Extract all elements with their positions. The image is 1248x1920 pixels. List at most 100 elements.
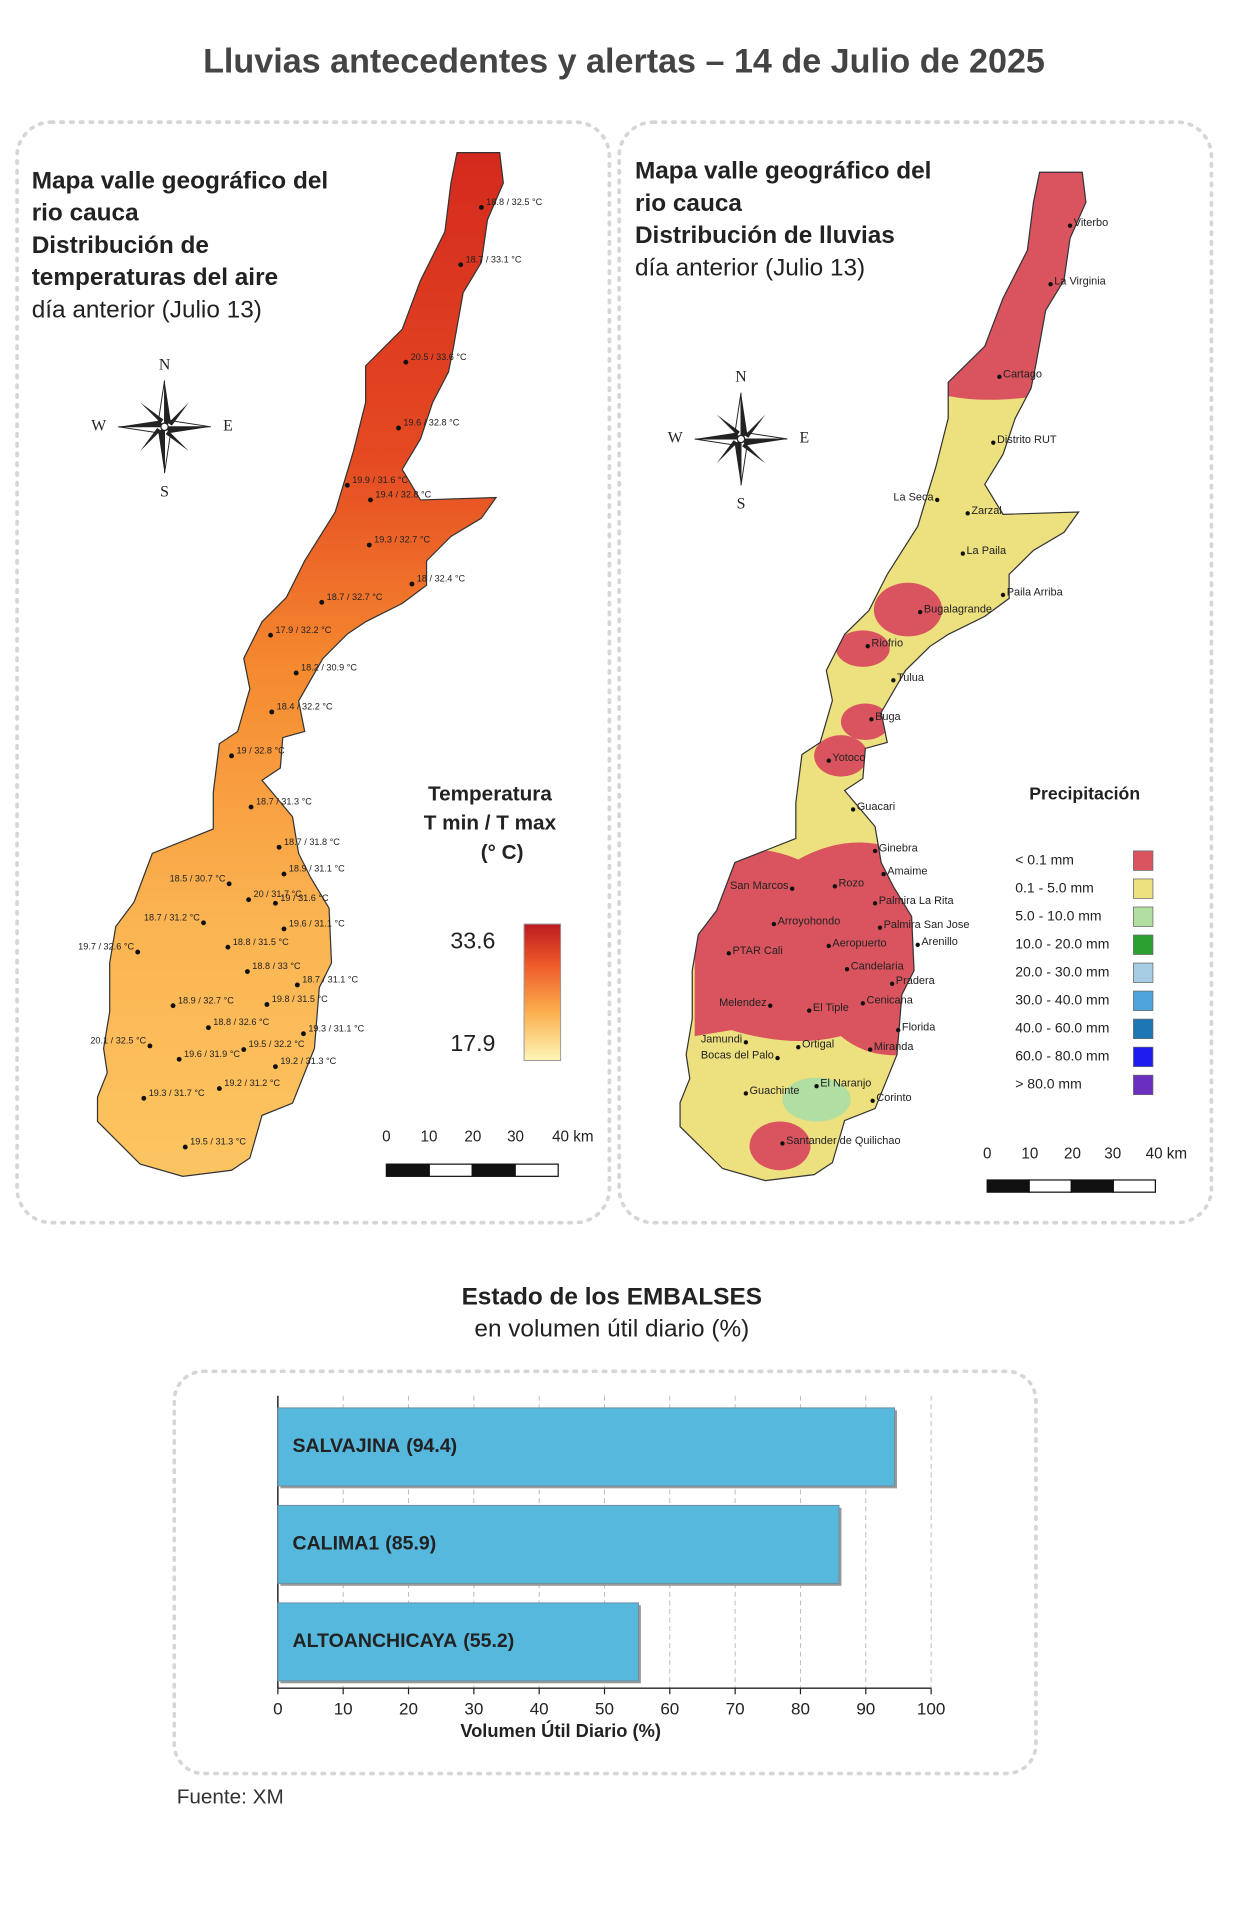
scale-segment bbox=[385, 1163, 430, 1177]
station-dot bbox=[368, 497, 373, 503]
station-label: Guacari bbox=[857, 801, 895, 813]
map-title-line: rio cauca bbox=[32, 200, 139, 227]
station-label: 19.6 / 31.1 °C bbox=[289, 918, 345, 928]
scale-segment bbox=[1070, 1179, 1114, 1193]
station-label: 19 / 31.6 °C bbox=[280, 893, 329, 903]
station-label: 18.5 / 30.7 °C bbox=[170, 873, 226, 883]
station-dot bbox=[201, 920, 206, 926]
scale-segment bbox=[428, 1163, 473, 1177]
scale-segment bbox=[1112, 1179, 1156, 1193]
station-label: 18.9 / 32.7 °C bbox=[178, 995, 234, 1005]
station-dot bbox=[1067, 223, 1073, 228]
scale-label: 40 km bbox=[1146, 1145, 1187, 1162]
station-dot bbox=[403, 359, 409, 365]
station-dot bbox=[170, 1003, 176, 1009]
station-label: 18.2 / 30.9 °C bbox=[301, 663, 357, 673]
station-label: Candelaria bbox=[851, 961, 905, 973]
scale-label: 10 bbox=[1021, 1145, 1038, 1162]
x-tick-label: 20 bbox=[399, 1700, 418, 1719]
station-dot bbox=[248, 804, 254, 810]
station-dot bbox=[319, 599, 325, 605]
legend-label: 5.0 - 10.0 mm bbox=[1015, 907, 1101, 923]
map-title-line: Distribución de bbox=[32, 232, 209, 259]
station-label: Melendez bbox=[719, 997, 767, 1009]
station-dot bbox=[458, 262, 464, 268]
scale-label: 30 bbox=[507, 1128, 524, 1145]
station-dot bbox=[775, 1055, 780, 1061]
legend-title: Temperatura bbox=[428, 782, 552, 805]
station-dot bbox=[244, 969, 250, 975]
station-dot bbox=[276, 844, 282, 850]
station-label: La Seca bbox=[893, 491, 934, 503]
station-label: Riofrio bbox=[871, 638, 903, 650]
station-label: Ginebra bbox=[879, 842, 919, 854]
station-label: 19 / 32.8 °C bbox=[236, 745, 285, 755]
legend-swatch bbox=[1133, 990, 1154, 1011]
legend-label: < 0.1 mm bbox=[1015, 851, 1074, 867]
station-label: Jamundi bbox=[701, 1034, 742, 1046]
station-label: Buga bbox=[875, 711, 901, 723]
station-dot bbox=[915, 942, 920, 947]
x-tick-label: 30 bbox=[464, 1700, 483, 1719]
scale-label: 40 km bbox=[552, 1128, 593, 1145]
station-label: 18.4 / 32.2 °C bbox=[277, 702, 333, 712]
map-title-line: Mapa valle geográfico del bbox=[32, 167, 328, 194]
station-label: 19.6 / 31.9 °C bbox=[184, 1049, 240, 1059]
scale-label: 0 bbox=[382, 1128, 390, 1145]
station-dot bbox=[229, 753, 234, 759]
station-dot bbox=[826, 758, 831, 763]
station-dot bbox=[294, 982, 300, 988]
station-label: 20.1 / 32.5 °C bbox=[90, 1035, 146, 1045]
station-label: 18.8 / 32.5 °C bbox=[486, 197, 542, 207]
legend-swatch bbox=[1133, 1046, 1154, 1068]
station-label: 18.9 / 31.1 °C bbox=[289, 864, 345, 874]
scale-segment bbox=[986, 1179, 1030, 1193]
station-dot bbox=[917, 609, 923, 615]
legend-title: T min / T max bbox=[424, 812, 557, 835]
legend-max: 33.6 bbox=[450, 927, 495, 953]
station-dot bbox=[205, 1025, 211, 1031]
legend-label: > 80.0 mm bbox=[1015, 1076, 1082, 1092]
compass-letter: W bbox=[668, 430, 683, 447]
station-label: 19.5 / 32.2 °C bbox=[249, 1039, 305, 1049]
station-label: Florida bbox=[902, 1022, 936, 1034]
x-tick-label: 70 bbox=[726, 1700, 745, 1719]
scale-segment bbox=[1028, 1179, 1072, 1193]
chart-subtitle: en volumen útil diario (%) bbox=[474, 1315, 749, 1342]
station-label: Pradera bbox=[896, 975, 936, 987]
station-label: Palmira San Jose bbox=[884, 919, 970, 931]
bar-label: CALIMA1 (85.9) bbox=[293, 1533, 437, 1555]
station-label: 19.6 / 32.8 °C bbox=[403, 418, 459, 428]
station-label: Arenillo bbox=[921, 936, 958, 948]
station-dot bbox=[780, 1141, 785, 1146]
station-label: 19.5 / 31.3 °C bbox=[190, 1137, 246, 1147]
compass-letter: N bbox=[159, 357, 171, 374]
compass-letter: N bbox=[735, 369, 747, 386]
station-dot bbox=[396, 425, 401, 431]
station-label: 18.7 / 33.1 °C bbox=[466, 254, 522, 264]
station-dot bbox=[281, 926, 287, 932]
station-label: 19.3 / 31.1 °C bbox=[308, 1023, 364, 1033]
station-label: 18.7 / 31.8 °C bbox=[284, 837, 340, 847]
station-dot bbox=[796, 1044, 801, 1050]
legend-title: Precipitación bbox=[1029, 784, 1140, 804]
x-axis-label: Volumen Útil Diario (%) bbox=[460, 1720, 661, 1741]
station-dot bbox=[814, 1083, 819, 1089]
scale-label: 30 bbox=[1104, 1145, 1121, 1162]
station-dot bbox=[997, 374, 1002, 380]
legend-min: 17.9 bbox=[450, 1030, 495, 1056]
bar-category: CALIMA1 bbox=[293, 1533, 380, 1555]
station-dot bbox=[147, 1043, 153, 1049]
scale-label: 20 bbox=[464, 1128, 481, 1145]
station-dot bbox=[877, 925, 883, 930]
station-dot bbox=[850, 807, 856, 812]
station-dot bbox=[273, 1064, 278, 1070]
station-label: Santander de Quilichao bbox=[786, 1135, 900, 1147]
station-label: PTAR Cali bbox=[732, 945, 782, 957]
station-dot bbox=[246, 897, 252, 903]
station-label: 18.7 / 31.2 °C bbox=[144, 912, 200, 922]
station-dot bbox=[264, 1002, 270, 1007]
station-dot bbox=[860, 1001, 866, 1006]
